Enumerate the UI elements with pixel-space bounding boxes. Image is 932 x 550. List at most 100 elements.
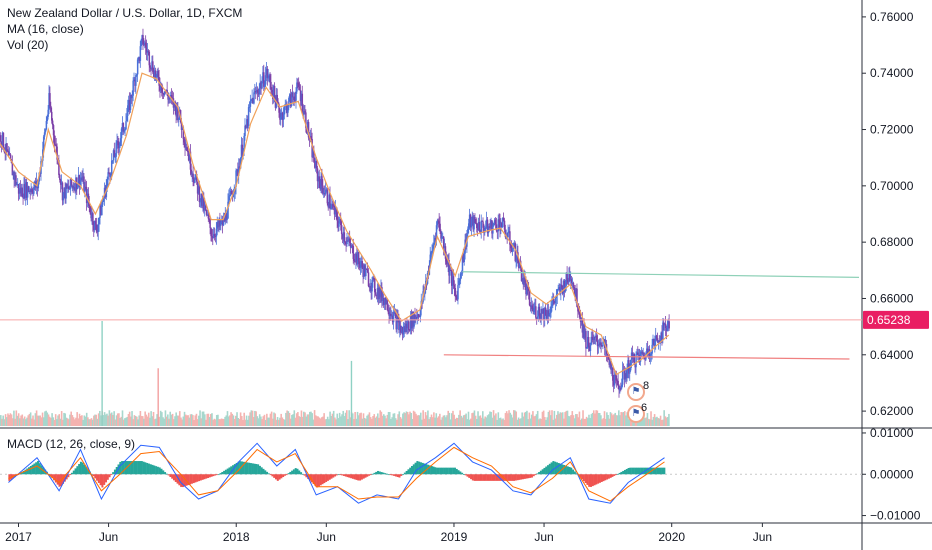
macd-histogram-bar — [525, 474, 528, 479]
volume-bar — [577, 417, 580, 426]
candle-body — [102, 201, 104, 205]
candle-body — [457, 285, 459, 300]
volume-bar — [660, 419, 663, 426]
candle-body — [646, 348, 649, 356]
volume-bar — [32, 415, 34, 426]
candle-body — [206, 214, 209, 216]
macd-histogram-bar — [657, 467, 660, 475]
macd-histogram-bar — [283, 474, 286, 476]
volume-bar — [572, 415, 575, 426]
volume-bar — [218, 419, 220, 426]
volume-bar — [22, 418, 25, 426]
candle-body — [661, 332, 663, 340]
candle-body — [629, 370, 631, 374]
candle-body — [612, 367, 614, 381]
volume-bar — [645, 417, 648, 426]
candle-body — [448, 260, 450, 276]
macd-histogram-bar — [663, 467, 666, 475]
macd-histogram-bar — [530, 474, 533, 478]
candle-body — [477, 221, 480, 230]
macd-histogram-bar — [448, 467, 451, 475]
volume-bar — [119, 417, 121, 426]
volume-bar — [434, 417, 436, 426]
volume-bar — [390, 419, 392, 426]
candle-body — [170, 95, 173, 98]
volume-bar — [323, 413, 325, 426]
candle-body — [537, 306, 540, 317]
volume-bar — [527, 419, 529, 426]
volume-bar — [548, 410, 551, 426]
volume-bar — [569, 416, 571, 426]
macd-histogram-bar — [285, 474, 288, 476]
volume-bar — [75, 417, 77, 426]
macd-histogram-bar — [350, 474, 353, 479]
volume-bar — [47, 414, 50, 426]
candle-body — [297, 83, 300, 87]
candle-body — [14, 175, 16, 180]
candle-body — [128, 99, 131, 111]
volume-bar — [596, 410, 599, 426]
volume-bar — [453, 414, 455, 426]
volume-bar — [462, 415, 465, 426]
volume-bar — [7, 413, 9, 426]
volume-bar — [320, 417, 323, 426]
volume-bar — [301, 416, 304, 426]
candle-body — [655, 335, 657, 342]
volume-bar — [193, 419, 195, 426]
candle-body — [243, 135, 245, 150]
candle-body — [401, 326, 404, 335]
volume-bar — [263, 414, 266, 426]
macd-histogram-bar — [389, 474, 392, 476]
candle-body — [504, 229, 507, 238]
price-tick-label: 0.74000 — [870, 66, 914, 80]
candle-body — [535, 306, 537, 318]
volume-bar — [11, 418, 14, 426]
volume-bar — [190, 414, 193, 426]
candle-body — [82, 176, 84, 181]
macd-line — [8, 442, 665, 504]
macd-histogram-bar — [122, 461, 125, 475]
candle-body — [330, 208, 332, 210]
candle-body — [133, 79, 135, 81]
volume-bar — [156, 414, 158, 426]
candle-body — [446, 261, 449, 265]
macd-histogram-bar — [133, 461, 136, 475]
macd-histogram-bar — [223, 470, 226, 475]
economic-event-flag-icon[interactable]: ⚑ — [627, 383, 645, 401]
volume-bar — [176, 415, 179, 426]
volume-bar — [254, 410, 256, 426]
macd-histogram-bar — [453, 467, 456, 475]
volume-bar — [666, 417, 669, 426]
candle-body — [282, 114, 285, 120]
volume-bar — [5, 417, 8, 426]
volume-bar — [449, 419, 452, 426]
candle-body — [575, 288, 577, 297]
volume-bar — [664, 416, 667, 426]
candle-body — [247, 107, 250, 126]
macd-histogram-bar — [83, 464, 86, 475]
volume-bar — [570, 414, 572, 426]
volume-bar — [274, 413, 277, 426]
candle-body — [629, 360, 632, 371]
candle-body — [110, 160, 113, 176]
macd-histogram-bar — [167, 474, 170, 476]
candle-body — [550, 306, 552, 313]
volume-bar — [581, 418, 583, 426]
macd-histogram-bar — [317, 474, 320, 487]
volume-bar — [206, 413, 209, 426]
candle-body — [248, 106, 251, 108]
volume-bar — [174, 416, 176, 426]
volume-bar — [242, 419, 244, 426]
candle-body — [79, 178, 82, 187]
volume-bar — [137, 419, 139, 426]
economic-event-flag-icon[interactable]: ⚑ — [627, 405, 645, 423]
candle-body — [544, 307, 547, 316]
candle-body — [190, 169, 193, 174]
volume-bar — [398, 411, 401, 426]
candle-body — [100, 205, 102, 216]
volume-bar — [510, 414, 513, 426]
macd-histogram-bar — [394, 474, 397, 477]
candle-body — [442, 236, 445, 248]
macd-histogram-bar — [201, 474, 204, 480]
